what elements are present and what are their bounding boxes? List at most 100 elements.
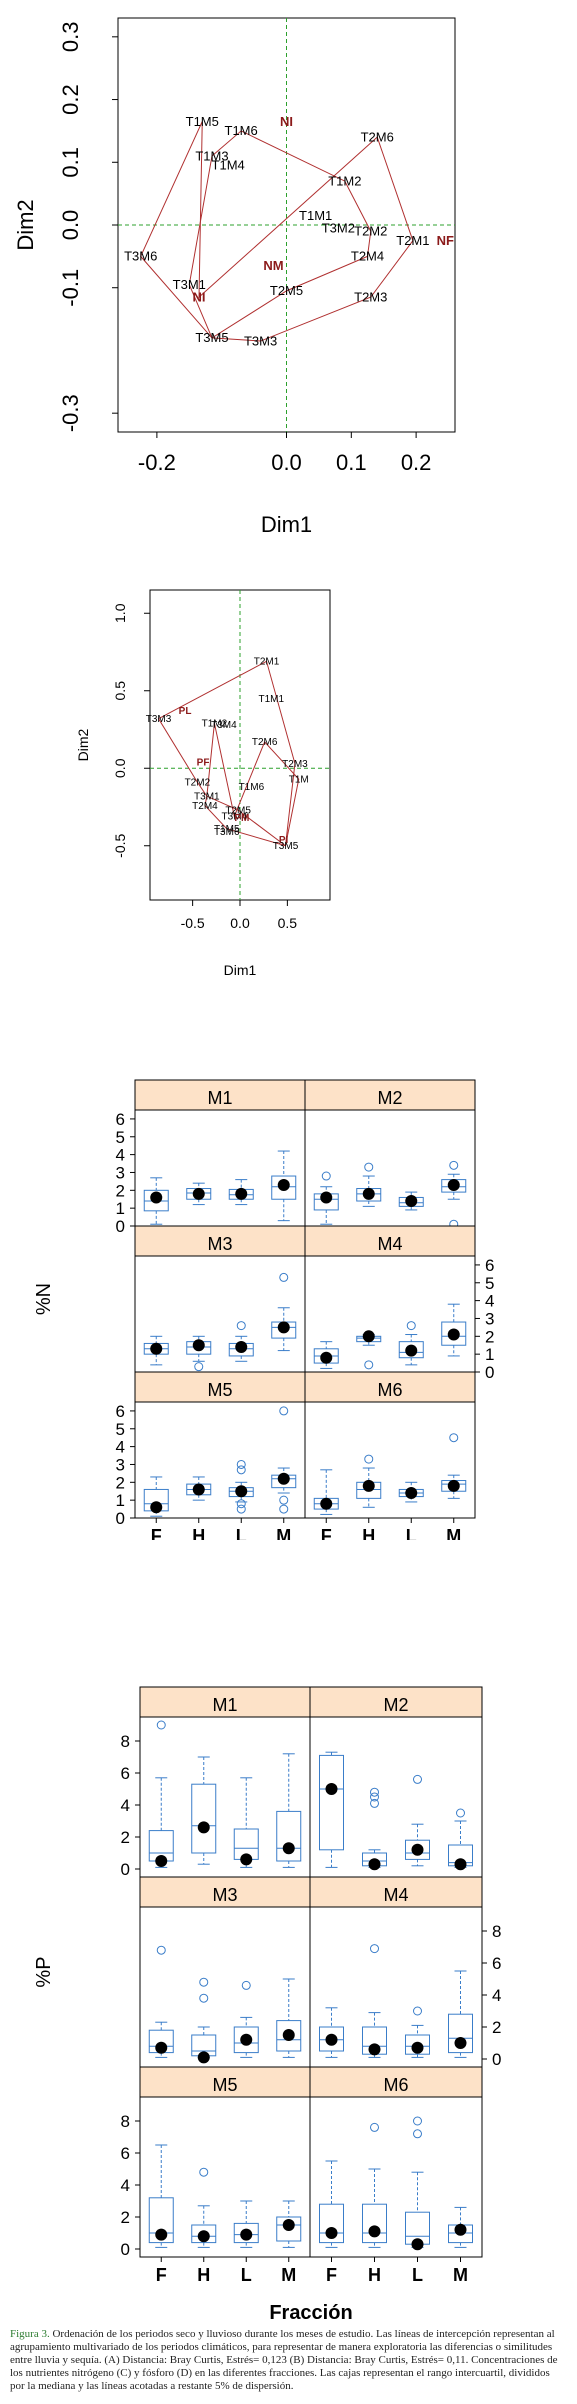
outlier — [236, 1504, 246, 1514]
y-tick-label: 5 — [116, 1128, 125, 1147]
point-label: T2M4 — [351, 249, 384, 264]
x-tick-label: H — [192, 1526, 205, 1540]
x-tick-label: H — [368, 2265, 381, 2285]
y-tick-label: 6 — [121, 1764, 130, 1783]
y-tick-label: 2 — [121, 2208, 130, 2227]
y-tick-label: 0.2 — [58, 84, 83, 115]
y-tick-label: 5 — [485, 1274, 494, 1293]
mean-dot — [325, 1783, 338, 1795]
point-label: T2M5 — [225, 805, 251, 816]
group-polygon — [157, 660, 296, 847]
outlier — [364, 1454, 374, 1464]
point-label: T2M6 — [361, 130, 394, 145]
outlier — [194, 1362, 204, 1372]
mean-dot — [155, 2041, 168, 2054]
outlier — [370, 2122, 379, 2132]
outlier — [279, 1406, 289, 1416]
point-label: T1M6 — [239, 782, 265, 793]
x-tick-label: -0.5 — [181, 915, 205, 931]
mean-dot — [362, 1330, 375, 1343]
point-label: T3M1 — [194, 791, 220, 802]
group-label: NF — [437, 233, 454, 248]
y-tick-label: 3 — [116, 1163, 125, 1182]
outlier — [456, 1808, 465, 1818]
panel-title: M2 — [383, 1695, 408, 1715]
point-label: T2M1 — [254, 657, 280, 668]
outlier — [321, 1171, 331, 1181]
x-axis-label: Dim1 — [261, 512, 312, 537]
panel-title: M1 — [212, 1695, 237, 1715]
y-axis-label: Dim2 — [13, 199, 38, 250]
y-tick-label: 2 — [116, 1473, 125, 1492]
x-tick-label: L — [241, 2265, 252, 2285]
point-label: T1M4 — [212, 158, 245, 173]
panel-title: M3 — [207, 1234, 232, 1254]
y-tick-label: 6 — [485, 1256, 494, 1275]
point-label: T1M2 — [328, 173, 361, 188]
point-label: T1M1 — [299, 208, 332, 223]
outlier — [236, 1499, 246, 1509]
mean-dot — [411, 1843, 424, 1856]
x-axis-label: Fracción — [269, 2302, 352, 2320]
x-tick-label: F — [151, 1526, 162, 1540]
y-tick-label: -0.5 — [112, 833, 128, 857]
mean-dot — [197, 2051, 210, 2064]
y-axis-label: %N — [33, 1283, 55, 1315]
group-polygon — [188, 130, 372, 339]
group-label: PI — [279, 835, 289, 846]
panel-strip — [134, 1371, 306, 1403]
y-tick-label: 0.5 — [112, 681, 128, 701]
panel-title: M2 — [377, 1088, 402, 1108]
y-tick-label: 0 — [116, 1217, 125, 1236]
group-label: NM — [263, 258, 283, 273]
panel-title: M6 — [377, 1380, 402, 1400]
box-iqr — [148, 2197, 174, 2244]
point-label: T1M5 — [186, 114, 219, 129]
mean-dot — [192, 1187, 205, 1200]
nmds-plot-b: -0.5 0.0 0.5 -0.5 0.0 0.5 1.0 Dim1 Dim2 T2M1 T1M1 T… — [75, 589, 331, 978]
point-label: T1M5 — [214, 824, 240, 835]
mean-dot — [454, 1858, 467, 1871]
mean-dot — [197, 2230, 210, 2243]
panel-title: M5 — [207, 1380, 232, 1400]
y-tick-label: 1 — [116, 1199, 125, 1218]
outlier — [199, 2167, 209, 2177]
y-tick-label: 8 — [492, 1922, 501, 1941]
panel-strip — [304, 1079, 476, 1111]
outlier — [413, 1774, 422, 1784]
point-label: T3M1 — [173, 277, 206, 292]
y-tick-label: 2 — [116, 1181, 125, 1200]
group-polygon — [140, 121, 414, 342]
mean-dot — [240, 2228, 253, 2241]
point-label: T2M3 — [282, 759, 308, 770]
figure-caption: Figura 3. Ordenación de los periodos sec… — [10, 2328, 560, 2393]
y-tick-label: 4 — [492, 1986, 501, 2005]
mean-dot — [320, 1191, 333, 1204]
x-tick-label: H — [362, 1526, 375, 1540]
outlier — [370, 1944, 379, 1954]
mean-dot — [405, 1487, 418, 1500]
mean-dot — [150, 1191, 163, 1204]
mean-dot — [240, 2033, 253, 2046]
point-label: T2M3 — [354, 289, 387, 304]
mean-dot — [447, 1479, 460, 1492]
x-tick-label: 0.5 — [278, 915, 298, 931]
x-tick-label: M — [281, 2265, 296, 2285]
x-tick-label: L — [412, 2265, 423, 2285]
outlier — [279, 1504, 289, 1514]
outlier — [279, 1495, 289, 1505]
point-label: T3M4 — [211, 720, 237, 731]
outlier — [199, 1993, 209, 2003]
y-tick-label: 4 — [485, 1292, 494, 1311]
x-tick-label: 0.0 — [230, 915, 250, 931]
x-tick-label: F — [156, 2265, 167, 2285]
y-tick-label: 0.0 — [112, 758, 128, 778]
x-tick-label: -0.2 — [138, 450, 176, 475]
point-label: T1M6 — [225, 123, 258, 138]
panel-title: M3 — [212, 1885, 237, 1905]
point-label: T3M3 — [244, 333, 277, 348]
y-tick-label: 0.0 — [58, 210, 83, 241]
y-axis-label: %P — [33, 1956, 55, 1987]
group-label: PM — [234, 813, 249, 824]
point-label: T3M5 — [273, 841, 299, 852]
